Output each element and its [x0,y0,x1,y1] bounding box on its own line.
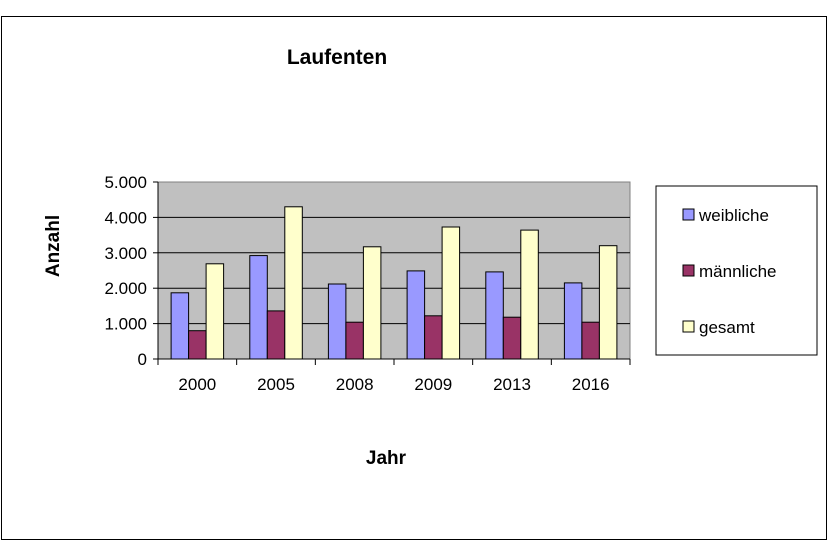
y-tick-labels: 0 1.000 2.000 3.000 4.000 5.000 [104,173,147,369]
bar-gesamt-2013 [520,229,539,360]
y-tick-label: 2.000 [104,279,147,298]
y-axis-title: Anzahl [43,215,64,277]
x-tick-label: 2016 [572,375,610,394]
bar-weibliche-2000 [170,292,190,360]
bar-männliche-2005 [266,310,286,360]
bar-männliche-2013 [502,316,522,360]
y-tick-label: 3.000 [104,244,147,263]
x-tick-label: 2008 [336,375,374,394]
y-tick-label: 5.000 [104,173,147,192]
bar-weibliche-2005 [249,255,268,360]
gridlines [158,216,630,325]
x-tick-label: 2005 [257,375,295,394]
legend: weibliche männliche gesamt [682,206,777,337]
y-tick-label: 4.000 [104,208,147,227]
x-axis-title: Jahr [366,448,407,469]
bar-gesamt-2016 [598,245,618,360]
bar-weibliche-2013 [485,271,504,360]
legend-swatch [682,208,695,221]
x-tick-label: 2000 [178,375,216,394]
bar-gesamt-2000 [205,263,225,360]
bar-gesamt-2008 [362,246,382,360]
y-tick-label: 0 [138,350,147,369]
bar-männliche-2016 [581,321,600,360]
legend-swatch [682,320,695,333]
y-tick-label: 1.000 [104,315,147,334]
bar-männliche-2000 [188,330,207,360]
bar-gesamt-2009 [441,226,461,360]
legend-label: männliche [699,262,777,281]
bar-weibliche-2016 [563,282,583,360]
legend-label: weibliche [698,206,769,225]
bars [170,206,618,360]
axes [153,181,631,365]
bar-männliche-2008 [345,321,364,360]
x-tick-labels: 2000 2005 2008 2009 2013 2016 [178,375,609,394]
x-tick-label: 2013 [493,375,531,394]
bar-weibliche-2008 [327,283,347,360]
chart-title: Laufenten [287,46,387,69]
bar-gesamt-2005 [284,206,303,360]
legend-label: gesamt [699,318,755,337]
plot-area [157,181,631,360]
legend-swatch [682,264,695,277]
bar-weibliche-2009 [406,270,426,360]
x-tick-label: 2009 [414,375,452,394]
bar-männliche-2009 [424,315,443,360]
